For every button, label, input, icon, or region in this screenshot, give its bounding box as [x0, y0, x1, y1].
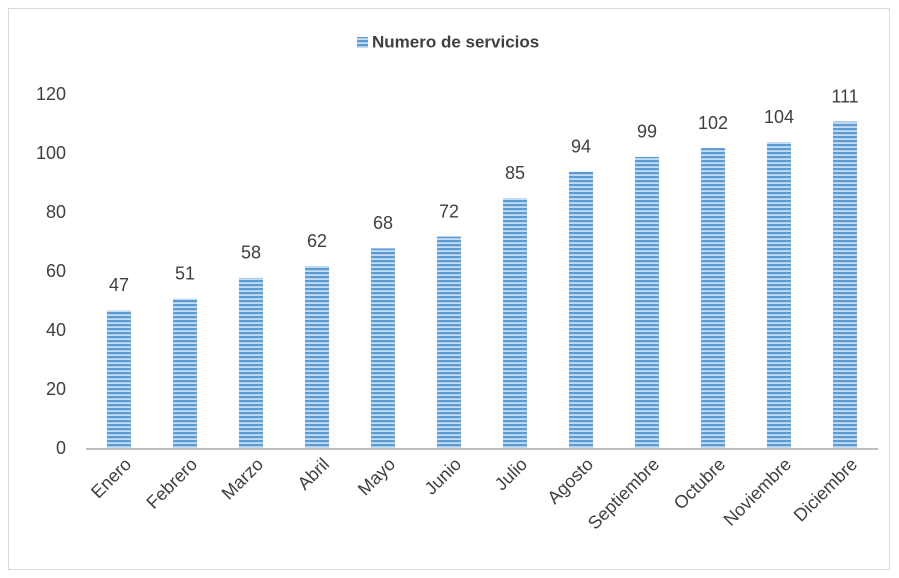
- legend-marker: [357, 37, 368, 48]
- y-tick-label: 40: [46, 320, 66, 340]
- y-tick-label: 80: [46, 202, 66, 222]
- data-label: 111: [831, 86, 858, 106]
- bar: [173, 298, 197, 449]
- data-label: 99: [637, 122, 657, 142]
- legend-text: Numero de servicios: [372, 32, 539, 51]
- bar: [107, 310, 131, 449]
- data-label: 94: [571, 136, 591, 156]
- bar: [305, 266, 329, 449]
- bar: [569, 171, 593, 449]
- bar: [635, 156, 659, 449]
- data-label: 62: [307, 231, 327, 251]
- bar: [833, 121, 857, 450]
- y-tick-label: 60: [46, 261, 66, 281]
- y-tick-label: 0: [56, 438, 66, 458]
- data-label: 85: [505, 163, 525, 183]
- y-tick-label: 100: [36, 143, 66, 163]
- data-label: 72: [439, 201, 459, 221]
- y-tick-label: 20: [46, 379, 66, 399]
- bar: [503, 198, 527, 449]
- data-label: 51: [175, 263, 195, 283]
- y-tick-label: 120: [36, 84, 66, 104]
- bar: [437, 236, 461, 449]
- data-label: 104: [764, 107, 794, 127]
- bar: [371, 248, 395, 449]
- data-label: 58: [241, 243, 261, 263]
- data-label: 68: [373, 213, 393, 233]
- data-label: 102: [698, 113, 728, 133]
- bar: [701, 148, 725, 449]
- data-label: 47: [109, 275, 129, 295]
- bar: [239, 277, 263, 449]
- bar: [767, 142, 791, 449]
